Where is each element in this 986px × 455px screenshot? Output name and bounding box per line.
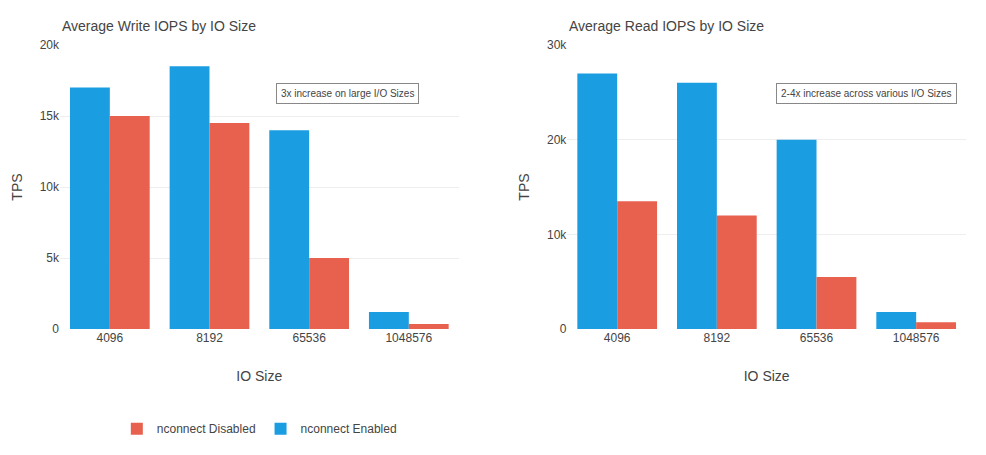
svg-text:15k: 15k [40, 109, 60, 123]
svg-text:10k: 10k [40, 180, 60, 194]
svg-text:65536: 65536 [800, 331, 834, 345]
svg-text:IO Size: IO Size [744, 368, 790, 384]
svg-text:3x increase on large I/O Sizes: 3x increase on large I/O Sizes [281, 88, 414, 99]
svg-text:0: 0 [560, 322, 567, 336]
svg-text:Average Read IOPS by IO Size: Average Read IOPS by IO Size [569, 18, 764, 34]
svg-text:20k: 20k [40, 38, 60, 52]
svg-text:0: 0 [52, 322, 59, 336]
svg-text:TPS: TPS [516, 173, 532, 200]
svg-text:1048576: 1048576 [385, 331, 432, 345]
svg-text:Average Write IOPS by IO Size: Average Write IOPS by IO Size [62, 18, 256, 34]
svg-text:20k: 20k [547, 133, 567, 147]
svg-text:4096: 4096 [604, 331, 631, 345]
svg-text:nconnect Disabled: nconnect Disabled [157, 422, 256, 436]
svg-text:10k: 10k [547, 228, 567, 242]
svg-text:1048576: 1048576 [893, 331, 940, 345]
svg-text:nconnect Enabled: nconnect Enabled [301, 422, 397, 436]
svg-text:8192: 8192 [196, 331, 223, 345]
svg-text:30k: 30k [547, 38, 567, 52]
svg-text:TPS: TPS [9, 173, 25, 200]
svg-text:5k: 5k [46, 251, 60, 265]
svg-text:4096: 4096 [96, 331, 123, 345]
svg-text:2-4x increase across various I: 2-4x increase across various I/O Sizes [781, 88, 952, 99]
svg-text:65536: 65536 [292, 331, 326, 345]
svg-text:8192: 8192 [703, 331, 730, 345]
svg-text:IO Size: IO Size [236, 368, 282, 384]
